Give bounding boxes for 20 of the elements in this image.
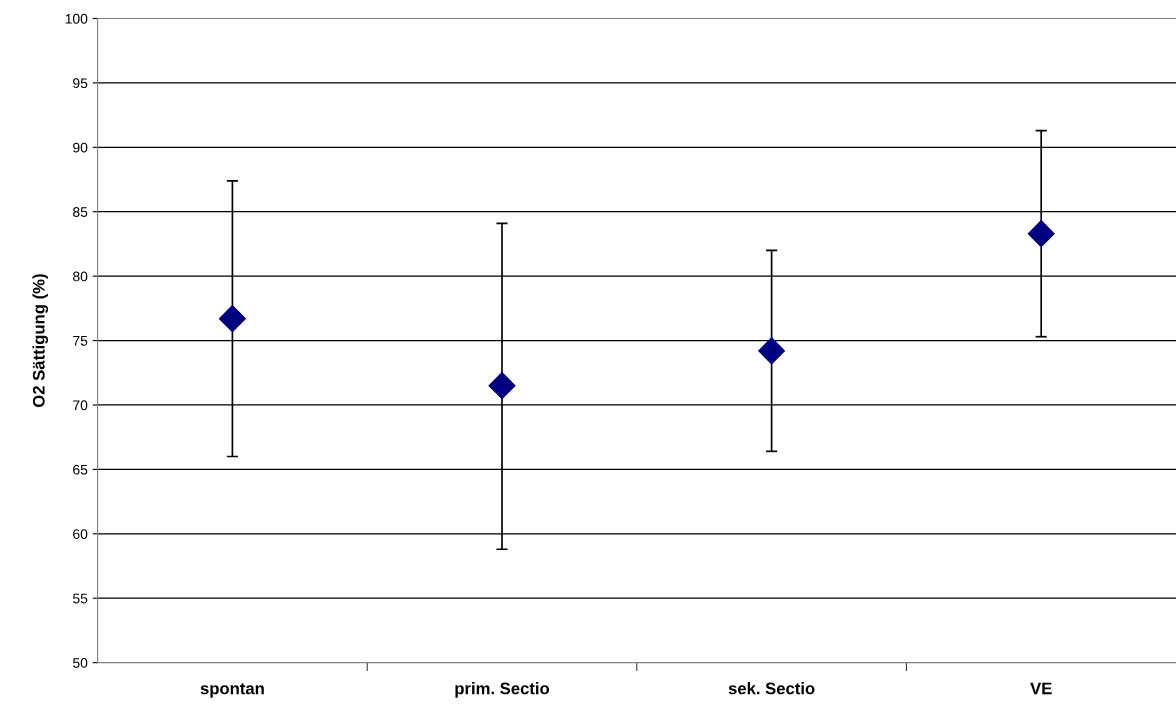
point <box>218 305 246 333</box>
y-tick-label: 85 <box>73 207 88 217</box>
point <box>488 372 516 400</box>
y-tick-label: 65 <box>73 464 88 475</box>
y-tick-label: 50 <box>72 657 88 668</box>
y-tick-label: 90 <box>73 142 88 153</box>
point <box>758 337 786 365</box>
y-tick-label: 55 <box>72 593 88 604</box>
y-tick-label: 80 <box>73 271 88 282</box>
x-tick-label: sek. Sectio <box>728 682 815 695</box>
y-tick-label: 95 <box>73 78 88 89</box>
x-tick-label: VE <box>1030 682 1052 695</box>
y-tick-label: 60 <box>73 529 88 539</box>
y-axis-title: O2 Sättigung (%) <box>32 274 49 408</box>
x-tick-label: spontan <box>200 683 264 698</box>
y-tick-label: 75 <box>73 336 88 346</box>
y-tick-label: 100 <box>65 13 88 24</box>
x-tick-label: prim. Sectio <box>455 682 550 698</box>
point <box>1027 220 1055 248</box>
y-tick-label: 70 <box>73 400 88 411</box>
